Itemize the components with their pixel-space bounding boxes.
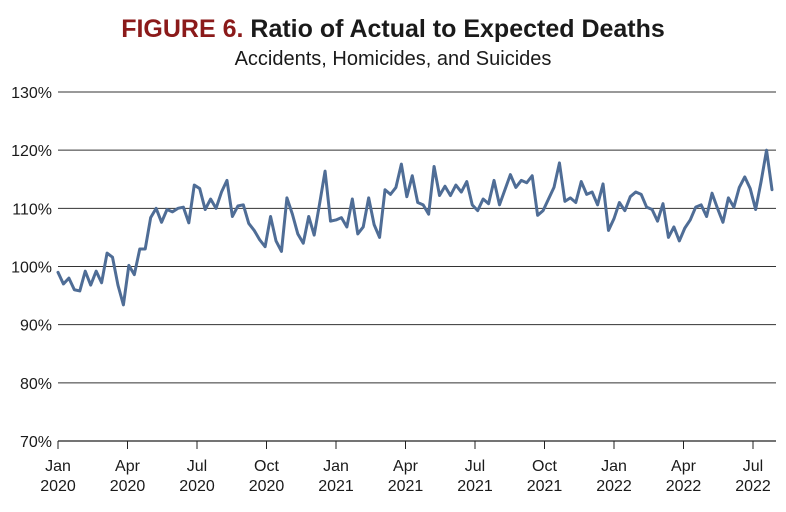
y-tick-label: 100% xyxy=(11,260,52,277)
x-tick-label: 2022 xyxy=(735,478,771,495)
x-tick-label: Apr xyxy=(671,458,697,475)
y-tick-label: 90% xyxy=(20,318,52,335)
x-tick-label: 2020 xyxy=(40,478,76,495)
chart-title: FIGURE 6. Ratio of Actual to Expected De… xyxy=(0,14,786,44)
x-tick-label: Jul xyxy=(743,458,763,475)
y-tick-label: 120% xyxy=(11,143,52,160)
y-tick-label: 110% xyxy=(12,201,52,218)
x-tick-label: 2020 xyxy=(249,478,285,495)
x-tick-label: 2021 xyxy=(527,478,563,495)
y-tick-label: 70% xyxy=(20,434,52,451)
x-tick-label: 2020 xyxy=(179,478,215,495)
x-tick-label: Jul xyxy=(187,458,207,475)
gridlines xyxy=(58,91,776,384)
x-tick-label: 2022 xyxy=(596,478,632,495)
x-axis: Jan 2020 Apr 2020 Jul 2020 Oct 2020 Jan 2021 Apr 20… xyxy=(40,440,776,495)
y-tick-label: 130% xyxy=(11,85,52,102)
y-tick-label: 80% xyxy=(20,376,52,393)
figure-label: FIGURE 6. xyxy=(121,15,244,43)
x-tick-label: Jan xyxy=(45,458,71,475)
y-axis-ticks: 70% 80% 90% 100% 110% 120% 130% xyxy=(11,85,52,451)
x-tick-label: 2021 xyxy=(457,478,493,495)
x-tick-label: Jan xyxy=(601,458,627,475)
title-text: Ratio of Actual to Expected Deaths xyxy=(250,15,665,43)
x-tick-label: 2021 xyxy=(318,478,354,495)
x-tick-label: Jan xyxy=(323,458,349,475)
x-tick-label: Apr xyxy=(393,458,419,475)
x-tick-label: Oct xyxy=(254,458,279,475)
series-line xyxy=(56,148,774,307)
x-tick-label: 2020 xyxy=(110,478,146,495)
chart-subtitle: Accidents, Homicides, and Suicides xyxy=(234,48,552,70)
chart-header: FIGURE 6. Ratio of Actual to Expected De… xyxy=(0,14,786,72)
x-tick-label: 2022 xyxy=(666,478,702,495)
x-tick-label: Jul xyxy=(465,458,485,475)
series-group xyxy=(56,148,774,307)
x-tick-label: Apr xyxy=(115,458,141,475)
x-tick-label: Oct xyxy=(532,458,557,475)
x-tick-label: 2021 xyxy=(388,478,424,495)
